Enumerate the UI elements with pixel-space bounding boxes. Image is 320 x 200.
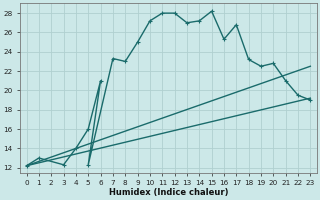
X-axis label: Humidex (Indice chaleur): Humidex (Indice chaleur)	[109, 188, 228, 197]
